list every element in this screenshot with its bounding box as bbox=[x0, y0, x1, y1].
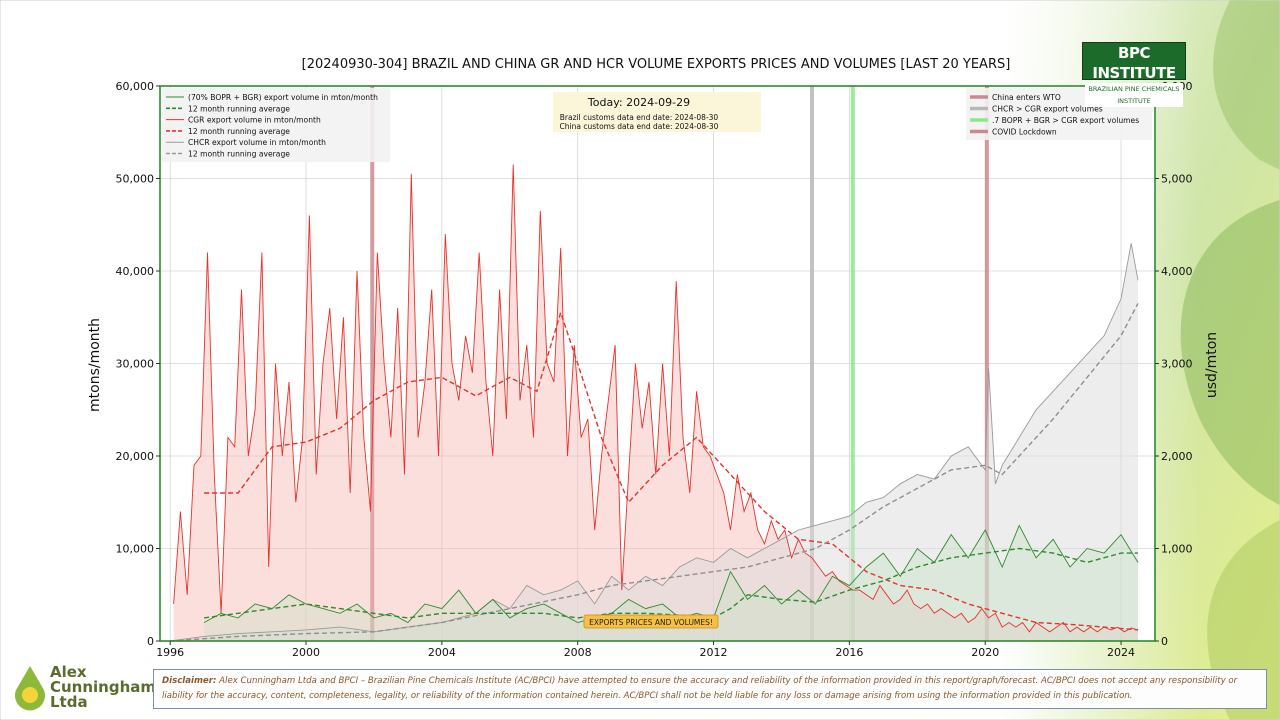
logo-line-1: Alex bbox=[50, 663, 87, 681]
x-tick-label: 2020 bbox=[971, 646, 999, 659]
x-tick-label: 2024 bbox=[1107, 646, 1135, 659]
y-right-tick-label: 0 bbox=[1161, 635, 1168, 648]
company-logo-text: Alex Cunningham Ltda bbox=[50, 665, 156, 710]
y-axis-left-label: mtons/month bbox=[87, 318, 103, 412]
china-end-date: China customs data end date: 2024-08-30 bbox=[560, 122, 719, 131]
logo-line-2: Cunningham bbox=[50, 678, 157, 696]
series-line bbox=[170, 243, 1139, 642]
legend-left-label: 12 month running average bbox=[188, 104, 290, 113]
series-line bbox=[203, 524, 1139, 624]
y-left-tick-label: 10,000 bbox=[116, 543, 155, 556]
y-left-tick-label: 0 bbox=[147, 635, 154, 648]
y-right-tick-label: 1,000 bbox=[1161, 543, 1193, 556]
disclaimer-text: Alex Cunningham Ltda and BPCI – Brazilia… bbox=[162, 676, 1238, 701]
y-left-tick-label: 60,000 bbox=[116, 80, 155, 93]
series-line bbox=[204, 310, 1139, 631]
company-logo-icon bbox=[15, 666, 45, 711]
legend-left-label: CGR export volume in mton/month bbox=[188, 116, 321, 125]
legend-left: (70% BOPR + BGR) export volume in mton/m… bbox=[162, 88, 390, 162]
x-tick-label: 2016 bbox=[835, 646, 863, 659]
legend-right-label: COVID Lockdown bbox=[992, 128, 1057, 137]
info-box: Today: 2024-09-29 Brazil customs data en… bbox=[553, 92, 761, 132]
y-right-tick-label: 2,000 bbox=[1161, 450, 1193, 463]
legend-right-label: .7 BOPR + BGR > CGR export volumes bbox=[992, 116, 1139, 125]
annotation-text: EXPORTS PRICES AND VOLUMES! bbox=[589, 618, 713, 627]
legend-left-label: 12 month running average bbox=[188, 150, 290, 159]
badge-subtitle: BRAZILIAN PINE CHEMICALS INSTITUTE bbox=[1085, 83, 1183, 107]
y-axis-right-label: usd/mton bbox=[1204, 332, 1220, 398]
y-right-tick-label: 5,000 bbox=[1161, 173, 1193, 186]
legend-left-label: 12 month running average bbox=[188, 127, 290, 136]
series-area bbox=[204, 525, 1139, 641]
y-left-tick-label: 20,000 bbox=[116, 450, 155, 463]
y-right-tick-label: 3,000 bbox=[1161, 358, 1193, 371]
x-axis: 1996 2000 2004 2008 2012 2016 2020 2024 bbox=[156, 641, 1135, 659]
area-fills bbox=[170, 164, 1139, 642]
series-line bbox=[170, 303, 1139, 642]
disclaimer-label: Disclaimer: bbox=[162, 676, 217, 686]
legend-left-label: CHCR export volume in mton/month bbox=[188, 138, 326, 147]
y-axis-left: 0 10,000 20,000 30,000 40,000 50,000 60,000 bbox=[116, 80, 160, 648]
series-line bbox=[173, 164, 1139, 633]
logo-line-3: Ltda bbox=[50, 693, 88, 711]
y-left-tick-label: 30,000 bbox=[116, 358, 155, 371]
y-right-tick-label: 4,000 bbox=[1161, 265, 1193, 278]
legend-right-label: CHCR > CGR export volumes bbox=[992, 105, 1103, 114]
legend-left-label: (70% BOPR + BGR) export volume in mton/m… bbox=[188, 93, 378, 102]
y-left-tick-label: 50,000 bbox=[116, 173, 155, 186]
legend-right-label: China enters WTO bbox=[992, 93, 1061, 102]
chart-title: [20240930-304] BRAZIL AND CHINA GR AND H… bbox=[302, 57, 1011, 72]
series-area bbox=[170, 243, 1138, 642]
x-tick-label: 1996 bbox=[156, 646, 184, 659]
series-lines bbox=[170, 164, 1139, 642]
x-tick-label: 2000 bbox=[292, 646, 320, 659]
series-area bbox=[173, 164, 1139, 641]
bpc-institute-badge: BPC INSTITUTE BRAZILIAN PINE CHEMICALS I… bbox=[1082, 42, 1186, 107]
today-label: Today: 2024-09-29 bbox=[587, 96, 690, 109]
y-left-tick-label: 40,000 bbox=[116, 265, 155, 278]
annotation: EXPORTS PRICES AND VOLUMES! bbox=[583, 614, 719, 629]
disclaimer-box: Disclaimer: Alex Cunningham Ltda and BPC… bbox=[153, 669, 1267, 709]
brazil-end-date: Brazil customs data end date: 2024-08-30 bbox=[560, 113, 719, 122]
x-tick-label: 2012 bbox=[700, 646, 728, 659]
badge-title: BPC INSTITUTE bbox=[1092, 44, 1176, 82]
x-tick-label: 2004 bbox=[428, 646, 456, 659]
x-tick-label: 2008 bbox=[564, 646, 592, 659]
